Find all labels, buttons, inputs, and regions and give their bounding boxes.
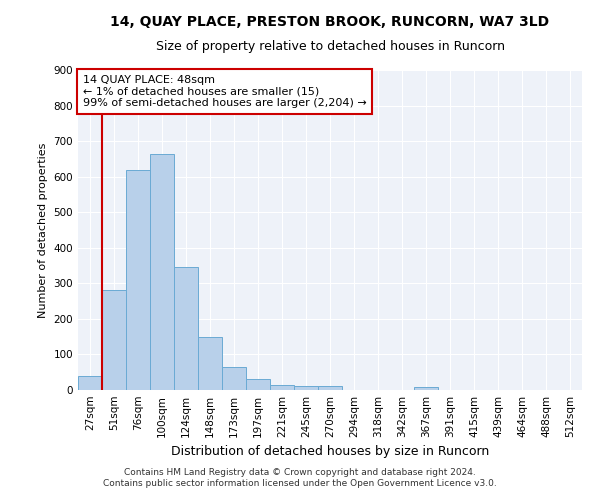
Bar [318,386,342,390]
Bar [294,386,318,390]
Bar [270,385,294,390]
Text: Size of property relative to detached houses in Runcorn: Size of property relative to detached ho… [155,40,505,53]
Text: 14, QUAY PLACE, PRESTON BROOK, RUNCORN, WA7 3LD: 14, QUAY PLACE, PRESTON BROOK, RUNCORN, … [110,15,550,29]
Text: 14 QUAY PLACE: 48sqm
← 1% of detached houses are smaller (15)
99% of semi-detach: 14 QUAY PLACE: 48sqm ← 1% of detached ho… [83,75,367,108]
Bar [174,268,198,390]
Bar [246,380,270,390]
Bar [198,338,222,390]
Bar [102,290,126,390]
Text: Contains HM Land Registry data © Crown copyright and database right 2024.
Contai: Contains HM Land Registry data © Crown c… [103,468,497,487]
Y-axis label: Number of detached properties: Number of detached properties [38,142,48,318]
Bar [150,154,174,390]
Bar [414,387,438,390]
X-axis label: Distribution of detached houses by size in Runcorn: Distribution of detached houses by size … [171,446,489,458]
Bar [126,170,150,390]
Bar [222,367,246,390]
Bar [78,376,102,390]
